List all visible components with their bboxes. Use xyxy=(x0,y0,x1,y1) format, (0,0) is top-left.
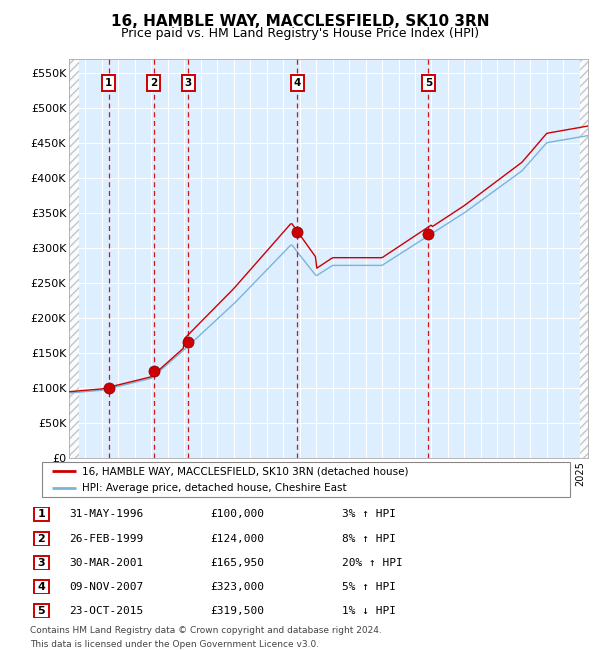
Text: £124,000: £124,000 xyxy=(210,534,264,543)
Text: 5: 5 xyxy=(38,606,45,616)
Text: 3: 3 xyxy=(185,78,192,88)
Text: HPI: Average price, detached house, Cheshire East: HPI: Average price, detached house, Ches… xyxy=(82,482,346,493)
Text: 4: 4 xyxy=(293,78,301,88)
Bar xyxy=(580,58,588,458)
Text: 2: 2 xyxy=(150,78,157,88)
Text: 20% ↑ HPI: 20% ↑ HPI xyxy=(342,558,403,567)
Text: 8% ↑ HPI: 8% ↑ HPI xyxy=(342,534,396,543)
Text: £100,000: £100,000 xyxy=(210,510,264,519)
FancyBboxPatch shape xyxy=(34,532,49,545)
FancyBboxPatch shape xyxy=(42,462,570,497)
Bar xyxy=(69,58,79,458)
Text: 3: 3 xyxy=(38,558,45,567)
Text: 31-MAY-1996: 31-MAY-1996 xyxy=(69,510,143,519)
FancyBboxPatch shape xyxy=(34,508,49,521)
Text: 30-MAR-2001: 30-MAR-2001 xyxy=(69,558,143,567)
Text: 5% ↑ HPI: 5% ↑ HPI xyxy=(342,582,396,592)
FancyBboxPatch shape xyxy=(34,604,49,618)
Text: 5: 5 xyxy=(425,78,432,88)
Text: 16, HAMBLE WAY, MACCLESFIELD, SK10 3RN: 16, HAMBLE WAY, MACCLESFIELD, SK10 3RN xyxy=(111,14,489,29)
Text: 16, HAMBLE WAY, MACCLESFIELD, SK10 3RN (detached house): 16, HAMBLE WAY, MACCLESFIELD, SK10 3RN (… xyxy=(82,466,408,476)
FancyBboxPatch shape xyxy=(34,556,49,569)
Text: £323,000: £323,000 xyxy=(210,582,264,592)
Text: 2: 2 xyxy=(38,534,45,543)
FancyBboxPatch shape xyxy=(34,580,49,593)
Text: £165,950: £165,950 xyxy=(210,558,264,567)
Text: 3% ↑ HPI: 3% ↑ HPI xyxy=(342,510,396,519)
Text: 09-NOV-2007: 09-NOV-2007 xyxy=(69,582,143,592)
Text: 1% ↓ HPI: 1% ↓ HPI xyxy=(342,606,396,616)
Text: Price paid vs. HM Land Registry's House Price Index (HPI): Price paid vs. HM Land Registry's House … xyxy=(121,27,479,40)
Text: 1: 1 xyxy=(105,78,112,88)
Text: £319,500: £319,500 xyxy=(210,606,264,616)
Text: 23-OCT-2015: 23-OCT-2015 xyxy=(69,606,143,616)
Text: This data is licensed under the Open Government Licence v3.0.: This data is licensed under the Open Gov… xyxy=(30,640,319,649)
Text: Contains HM Land Registry data © Crown copyright and database right 2024.: Contains HM Land Registry data © Crown c… xyxy=(30,626,382,635)
Text: 1: 1 xyxy=(38,510,45,519)
Text: 26-FEB-1999: 26-FEB-1999 xyxy=(69,534,143,543)
Text: 4: 4 xyxy=(37,582,46,592)
